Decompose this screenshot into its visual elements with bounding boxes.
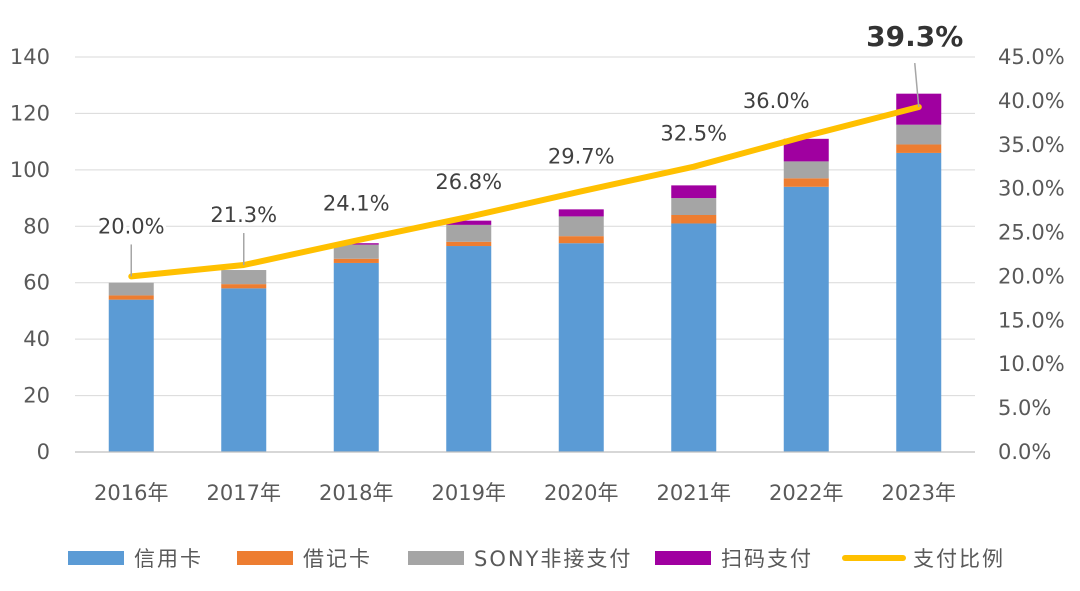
bar-segment	[333, 244, 379, 259]
ratio-data-label: 26.8%	[435, 170, 502, 194]
y-right-tick-label: 5.0%	[998, 396, 1051, 420]
bar-segment	[783, 186, 829, 453]
bar-segment	[783, 161, 829, 179]
x-tick-label: 2016年	[94, 481, 168, 505]
ratio-line-series	[128, 104, 922, 280]
y-right-tick-label: 35.0%	[998, 133, 1065, 157]
x-tick-label: 2019年	[432, 481, 506, 505]
ratio-data-labels: 20.0% 21.3% 24.1% 26.8% 29.7% 32.5% 36.0% 39.3%	[95, 17, 966, 277]
ratio-line	[128, 104, 922, 280]
bar-segment	[446, 220, 492, 225]
bar-segment	[558, 236, 604, 244]
ratio-data-label: 24.1%	[323, 191, 390, 215]
bar-segment	[558, 209, 604, 217]
label-leader-line	[914, 62, 920, 108]
y-right-tick-label: 45.0%	[998, 45, 1065, 69]
legend-swatch	[237, 551, 293, 565]
x-tick-label: 2020年	[544, 481, 618, 505]
y-left-tick-label: 120	[10, 101, 50, 125]
legend-swatch	[408, 551, 464, 565]
bar-segment	[896, 124, 942, 145]
bar-segment	[446, 241, 492, 247]
x-tick-label: 2023年	[882, 481, 956, 505]
bar-segment	[333, 262, 379, 452]
bar-segment	[671, 198, 717, 215]
x-axis-labels: 2016年 2017年 2018年 2019年 2020年 2021年 2022年 2023年	[94, 481, 956, 505]
legend-swatch	[68, 551, 124, 565]
ratio-data-label: 36.0%	[743, 89, 810, 113]
bar-segment	[333, 258, 379, 263]
y-axis-left: 0 20 40 60 80 100 120 140	[10, 45, 50, 464]
y-right-tick-label: 20.0%	[998, 264, 1065, 288]
y-right-tick-label: 0.0%	[998, 440, 1051, 464]
legend-label: 信用卡	[134, 547, 203, 571]
bar-segment	[558, 243, 604, 452]
bar-segment	[671, 215, 717, 224]
x-tick-label: 2022年	[769, 481, 843, 505]
bar-segment	[221, 284, 267, 289]
ratio-data-label: 21.3%	[210, 203, 277, 227]
x-tick-label: 2018年	[319, 481, 393, 505]
bar-segment	[671, 223, 717, 452]
ratio-data-label: 39.3%	[866, 20, 963, 53]
bar-segment	[446, 224, 492, 242]
ratio-data-label: 20.0%	[98, 214, 165, 238]
bar-segment	[108, 295, 154, 300]
legend-swatch	[655, 551, 711, 565]
x-tick-label: 2021年	[657, 481, 731, 505]
y-left-tick-label: 80	[23, 214, 50, 238]
y-axis-right: 0.0% 5.0% 10.0% 15.0% 20.0% 25.0% 30.0% 35.0% 40…	[998, 45, 1065, 464]
y-left-tick-label: 40	[23, 327, 50, 351]
x-tick-label: 2017年	[207, 481, 281, 505]
ratio-data-label: 29.7%	[548, 144, 615, 168]
y-left-tick-label: 140	[10, 45, 50, 69]
legend: 信用卡 借记卡 SONY非接支付 扫码支付 支付比例	[68, 547, 1005, 571]
y-right-tick-label: 10.0%	[998, 352, 1065, 376]
bar-segment	[108, 299, 154, 452]
bar-segment	[221, 288, 267, 452]
bar-segment	[896, 144, 942, 153]
bar-segment	[558, 216, 604, 237]
bar-series	[108, 93, 942, 453]
bar-segment	[783, 178, 829, 187]
y-right-tick-label: 30.0%	[998, 177, 1065, 201]
y-right-tick-label: 40.0%	[998, 89, 1065, 113]
bar-segment	[108, 282, 154, 296]
legend-label: 扫码支付	[721, 547, 813, 571]
bar-segment	[671, 185, 717, 199]
bar-segment	[783, 138, 829, 162]
y-left-tick-label: 20	[23, 384, 50, 408]
ratio-data-label: 32.5%	[660, 122, 727, 146]
bar-segment	[896, 152, 942, 452]
y-left-tick-label: 0	[37, 440, 50, 464]
legend-label: SONY非接支付	[474, 547, 632, 571]
y-right-tick-label: 25.0%	[998, 221, 1065, 245]
y-left-tick-label: 60	[23, 271, 50, 295]
legend-label: 支付比例	[913, 547, 1005, 571]
bar-segment	[446, 246, 492, 452]
bar-segment	[221, 270, 267, 285]
y-right-tick-label: 15.0%	[998, 308, 1065, 332]
bar-segment	[333, 243, 379, 245]
y-left-tick-label: 100	[10, 158, 50, 182]
legend-label: 借记卡	[303, 547, 372, 571]
